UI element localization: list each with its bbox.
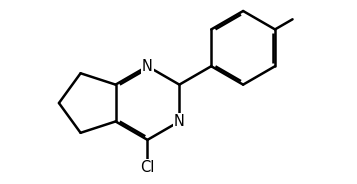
Text: N: N [142,59,153,74]
Text: N: N [174,114,185,129]
Text: Cl: Cl [140,160,155,175]
